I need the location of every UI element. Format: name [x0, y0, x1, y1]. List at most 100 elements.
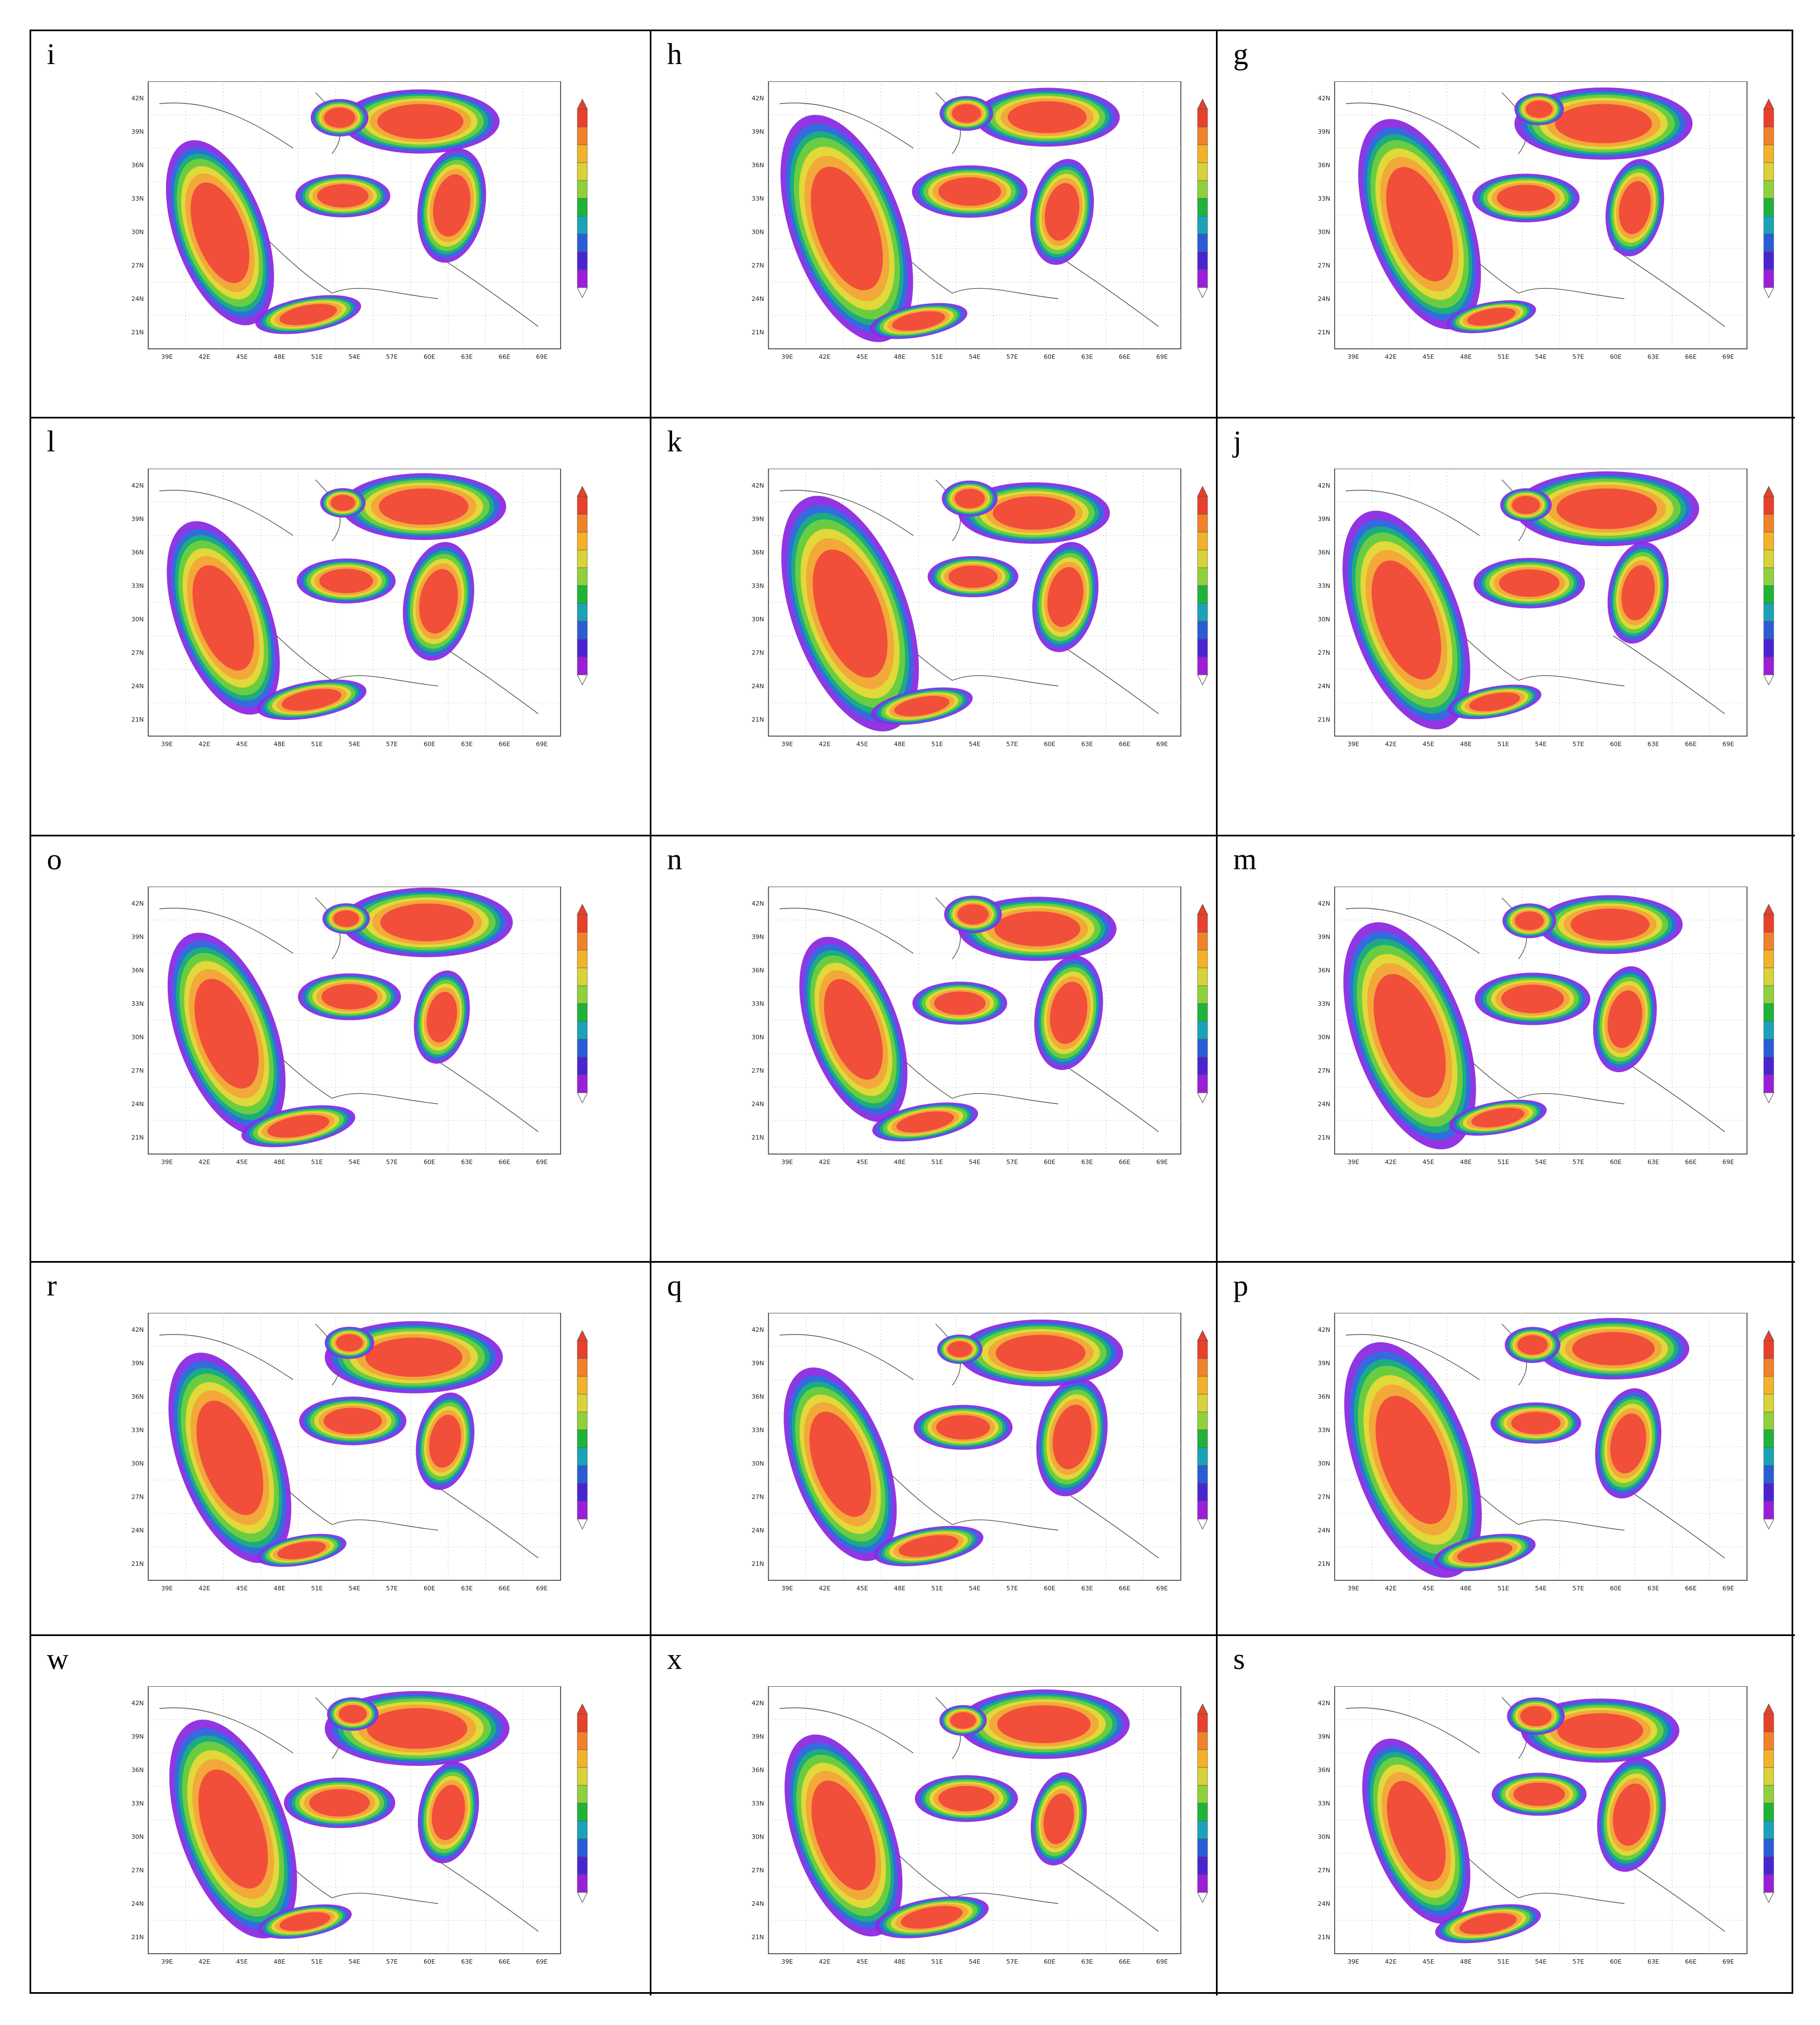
lon-tick-label: 48E — [274, 353, 285, 361]
panel-map: 42N 39N 36N 33N 30N 27N 24N 21N 39E 42E 45E 48E 51E 5… — [674, 469, 1209, 758]
colorbar-segment — [577, 1483, 588, 1502]
lon-tick-label: 42E — [819, 1958, 830, 1965]
colorbar-segment — [1763, 1447, 1774, 1466]
panel-k: k 42N 39N 36N 33N 30N 27N 24N 21N 39E 42E 45E 48E 51E… — [651, 418, 1218, 836]
colorbar-segment — [1197, 496, 1208, 515]
lon-tick-label: 48E — [894, 1158, 906, 1166]
lat-tick-label: 27N — [132, 1493, 144, 1501]
colorbar-segment — [1763, 1483, 1774, 1502]
panel-map: 42N 39N 36N 33N 30N 27N 24N 21N 39E 42E 45E 48E 51E 5… — [674, 81, 1209, 371]
colorbar-segment — [577, 532, 588, 551]
colorbar-segment — [1763, 567, 1774, 586]
lat-tick-label: 30N — [1318, 228, 1330, 236]
colorbar-segment — [577, 1874, 588, 1893]
colorbar-segment — [1763, 985, 1774, 1004]
panel-g: g 42N 39N 36N 33N 30N 27N 24N 21N 39E 42E 45E 48E 51E… — [1218, 31, 1795, 418]
lon-tick-label: 48E — [274, 1958, 285, 1965]
lon-tick-label: 60E — [1044, 1585, 1055, 1592]
colorbar-segment — [1763, 1749, 1774, 1768]
lon-tick-label: 54E — [1535, 1585, 1547, 1592]
lat-tick-label: 36N — [1318, 549, 1330, 556]
panel-letter: o — [47, 843, 62, 876]
lon-tick-label: 39E — [161, 741, 173, 748]
lat-tick-label: 42N — [752, 95, 764, 102]
colorbar-segment — [577, 1465, 588, 1484]
colorbar-segment — [1197, 1358, 1208, 1377]
lat-tick-label: 27N — [132, 1067, 144, 1074]
panel-h: h 42N 39N 36N 33N 30N 27N 24N 21N 39E 42E 45E 48E 51E… — [651, 31, 1218, 418]
colorbar-segment — [1197, 216, 1208, 235]
colorbar-segment — [1763, 1820, 1774, 1839]
lon-tick-label: 57E — [386, 741, 398, 748]
lon-tick-label: 42E — [1385, 1585, 1396, 1592]
colorbar-segment — [1197, 162, 1208, 181]
lon-tick-label: 45E — [236, 1158, 248, 1166]
colorbar-segment — [577, 1411, 588, 1430]
lon-tick-label: 39E — [781, 353, 793, 361]
colorbar-segment — [1763, 639, 1774, 658]
colorbar-segment — [1763, 950, 1774, 968]
colorbar-segment — [577, 514, 588, 533]
lat-tick-label: 27N — [1318, 649, 1330, 656]
colorbar-segment — [1197, 914, 1208, 933]
colorbar-segment — [577, 1785, 588, 1804]
lon-tick-label: 42E — [1385, 741, 1396, 748]
colorbar-segment — [1197, 251, 1208, 270]
lon-tick-label: 60E — [1610, 353, 1622, 361]
lat-tick-label: 21N — [1318, 716, 1330, 723]
colorbar-segment — [1763, 1767, 1774, 1786]
lat-tick-label: 42N — [752, 482, 764, 489]
panel-letter: n — [667, 843, 682, 876]
lon-tick-label: 60E — [1044, 1958, 1055, 1965]
colorbar-segment — [1197, 1714, 1208, 1732]
lon-tick-label: 66E — [1119, 1958, 1131, 1965]
lon-tick-label: 60E — [1610, 1158, 1622, 1166]
panel-map: 42N 39N 36N 33N 30N 27N 24N 21N 39E 42E 45E 48E 51E 5… — [674, 1313, 1209, 1603]
dust-concentration-field — [1362, 1697, 1680, 1944]
colorbar-segment — [1763, 251, 1774, 270]
lat-tick-label: 33N — [132, 1000, 144, 1007]
lon-tick-label: 54E — [1535, 1158, 1547, 1166]
colorbar-segment — [577, 1057, 588, 1075]
lon-tick-label: 57E — [1573, 1158, 1584, 1166]
colorbar-segment — [577, 1501, 588, 1520]
lon-tick-label: 51E — [931, 1585, 943, 1592]
lon-tick-label: 69E — [1722, 1585, 1734, 1592]
lon-tick-label: 39E — [1347, 1958, 1359, 1965]
lon-tick-label: 63E — [1081, 353, 1093, 361]
lat-tick-label: 27N — [1318, 1493, 1330, 1501]
lat-tick-label: 39N — [132, 1360, 144, 1367]
lon-tick-label: 57E — [1006, 741, 1018, 748]
lon-tick-label: 48E — [1460, 1585, 1472, 1592]
colorbar-segment — [1197, 1021, 1208, 1040]
lon-tick-label: 48E — [894, 1958, 906, 1965]
lon-tick-label: 39E — [161, 1158, 173, 1166]
colorbar-segment — [577, 198, 588, 217]
colorbar-segment — [577, 1803, 588, 1822]
dust-map: 42N 39N 36N 33N 30N 27N 24N 21N 39E 42E 45E 48E 51E 5… — [132, 81, 588, 361]
lon-tick-label: 54E — [969, 1585, 981, 1592]
panel-letter: x — [667, 1642, 682, 1676]
colorbar-segment — [1763, 1838, 1774, 1857]
lon-tick-label: 45E — [1423, 1158, 1434, 1166]
colorbar-segment — [577, 549, 588, 568]
lon-tick-label: 54E — [1535, 353, 1547, 361]
lon-tick-label: 42E — [819, 1585, 830, 1592]
colorbar-segment — [577, 162, 588, 181]
panel-map: 42N 39N 36N 33N 30N 27N 24N 21N 39E 42E 45E 48E 51E 5… — [1240, 469, 1775, 758]
lon-tick-label: 57E — [1006, 1158, 1018, 1166]
lon-tick-label: 63E — [461, 1585, 473, 1592]
lat-tick-label: 39N — [1318, 128, 1330, 135]
panel-map: 42N 39N 36N 33N 30N 27N 24N 21N 39E 42E 45E 48E 51E 5… — [674, 1686, 1209, 1976]
lat-tick-label: 24N — [1318, 1900, 1330, 1907]
dust-concentration-field — [1358, 87, 1693, 333]
panel-n: n 42N 39N 36N 33N 30N 27N 24N 21N 39E 42E 45E 48E 51E… — [651, 836, 1218, 1263]
panel-letter: j — [1233, 425, 1242, 458]
lat-tick-label: 42N — [132, 900, 144, 907]
lon-tick-label: 39E — [781, 1958, 793, 1965]
lon-tick-label: 69E — [1156, 353, 1168, 361]
colorbar-segment — [1197, 144, 1208, 163]
dust-map: 42N 39N 36N 33N 30N 27N 24N 21N 39E 42E 45E 48E 51E 5… — [1318, 887, 1774, 1166]
lon-tick-label: 63E — [461, 1158, 473, 1166]
lat-tick-label: 42N — [752, 1326, 764, 1333]
